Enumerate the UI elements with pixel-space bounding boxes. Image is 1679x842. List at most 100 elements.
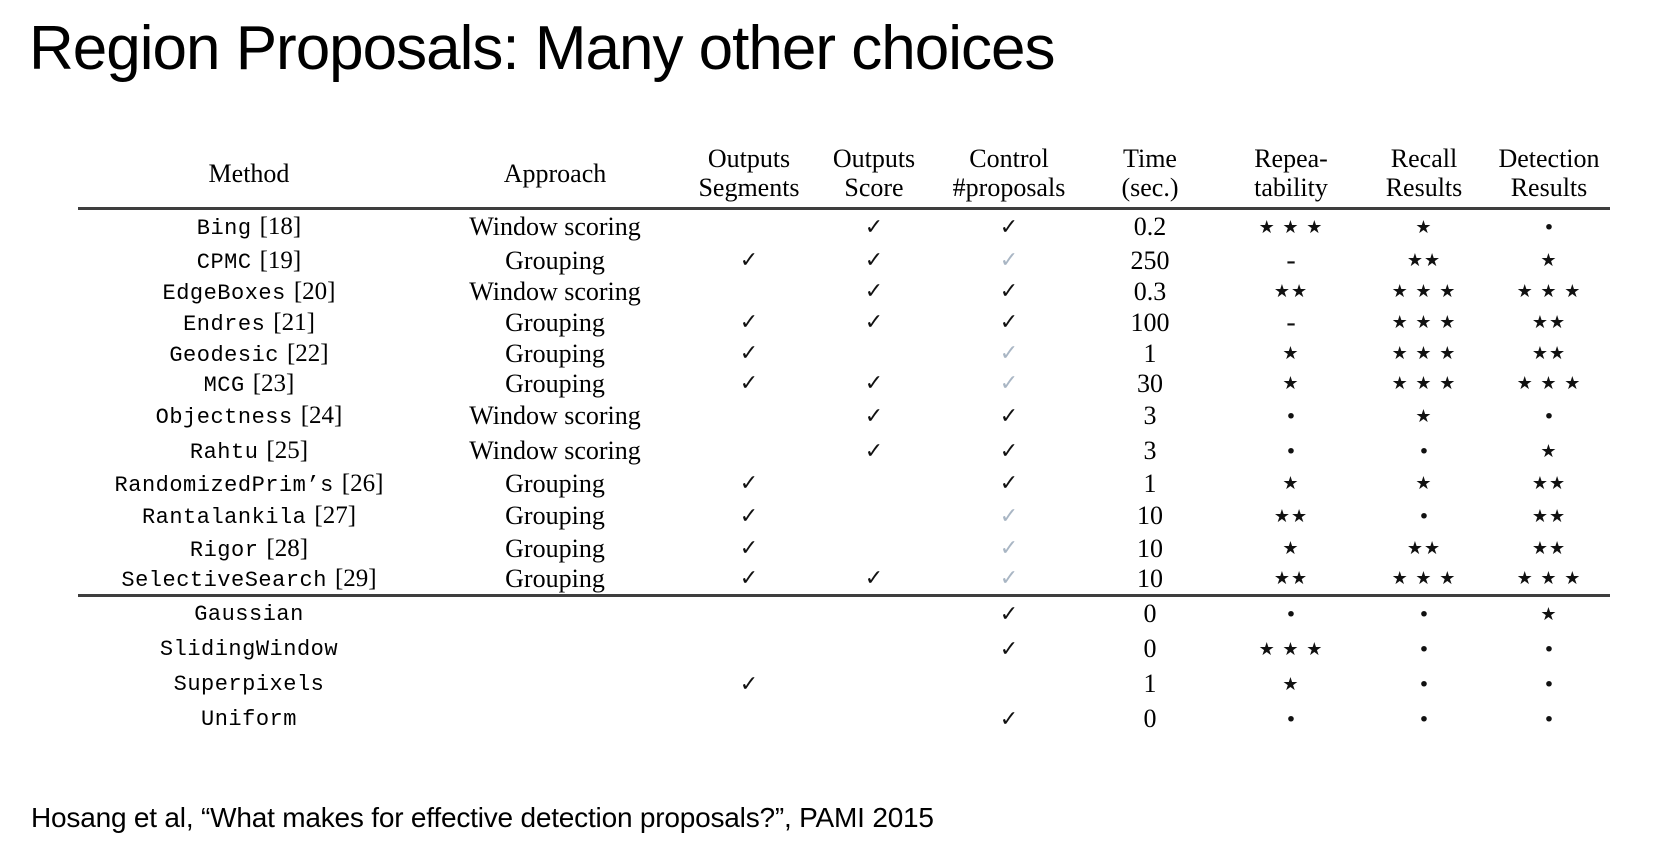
cell-approach: Window scoring [469,276,641,306]
cell-time: 3 [1143,436,1157,465]
cell-repeatability: ★★ [1273,568,1309,589]
cell-segments [690,595,808,632]
table-row: Rahtu [25] Window scoring ✓ ✓ 3 · · ★ [78,434,1610,469]
cell-control: ✓ [999,471,1019,496]
cell-repeatability: ★ ★ ★ [1258,638,1324,660]
column-header-label: Method [208,158,290,188]
cell-method: Endres [21] [78,307,420,339]
cell-recall: ★ ★ ★ [1391,373,1457,394]
method-ref: [26] [341,469,384,497]
method-name: Rahtu [189,440,259,465]
cell-approach: Window scoring [469,212,641,241]
cell-method: RandomizedPrim’s [26] [78,469,420,499]
column-header-label: Detection [1498,144,1600,174]
cell-score [808,595,940,632]
cell-time: 10 [1137,501,1163,530]
cell-approach: Grouping [505,533,605,563]
cell-score: ✓ [864,279,884,304]
table-row: Objectness [24] Window scoring ✓ ✓ 3 · ★ · [78,399,1610,434]
table-header: Method Approach Outputs Segments Outputs… [78,140,1610,208]
cell-time: 1 [1143,468,1157,498]
cell-score: ✓ [864,566,884,591]
cell-segments [690,277,808,307]
cell-approach: Grouping [505,468,605,498]
cell-detection: ★ [1540,603,1558,625]
table-row: Rantalankila [27] Grouping ✓ ✓ 10 ★★ · ★★ [78,499,1610,534]
cell-detection: ★ [1540,440,1558,462]
table-row: Gaussian ✓ 0 · · ★ [78,595,1610,632]
cell-control: ✓ [999,601,1019,627]
cell-time: 0 [1143,704,1157,733]
table-row: Rigor [28] Grouping ✓ ✓ 10 ★ ★★ ★★ [78,534,1610,564]
table-row: CPMC [19] Grouping ✓ ✓ ✓ 250- ★★ ★ [78,245,1610,277]
cell-score [808,469,940,499]
column-header-label: (sec.) [1121,173,1179,203]
method-name: CPMC [196,249,252,275]
cell-approach: Grouping [505,563,605,593]
column-header-label: Results [1385,173,1463,203]
column-header-approach: Approach [420,140,690,208]
cell-segments [690,399,808,434]
cell-recall: · [1418,701,1430,737]
column-header-label: Score [844,173,904,203]
method-ref: [20] [293,277,336,305]
method-ref: [27] [314,502,357,529]
column-header-outputs-score: Outputs Score [808,140,940,208]
cell-detection: ★ ★ ★ [1516,281,1582,302]
method-name: SelectiveSearch [121,567,327,593]
table-row: Uniform ✓ 0 · · · [78,702,1610,737]
method-ref: [28] [266,534,309,562]
cell-time: 10 [1137,533,1163,563]
column-header-label: Outputs [832,144,916,174]
cell-segments: ✓ [739,248,759,273]
citation-text: Hosang et al, “What makes for effective … [31,802,934,833]
cell-approach: Grouping [505,245,605,275]
column-header-label: Time [1123,144,1177,174]
cell-detection: ★ ★ ★ [1516,568,1582,589]
method-name: Geodesic [169,342,279,368]
cell-recall: · [1418,498,1430,534]
method-name: Rantalankila [141,505,307,530]
method-name: Uniform [201,706,297,732]
cell-score [808,534,940,564]
cell-score: ✓ [864,371,884,396]
cell-approach [420,595,690,632]
column-header-label: tability [1254,173,1328,203]
cell-detection: ★ [1540,250,1558,271]
cell-segments: ✓ [739,310,759,335]
column-header-label: Control [969,144,1049,174]
cell-control: ✓ [999,706,1019,732]
cell-score: ✓ [864,248,884,273]
column-header-label: Outputs [707,144,791,174]
slide-title: Region Proposals: Many other choices [29,14,1055,83]
method-ref: [29] [334,564,377,592]
column-header-label: Segments [698,173,800,203]
table-section-baselines: Gaussian ✓ 0 · · ★ SlidingWindow ✓ 0 ★ ★ ★ · · Super… [78,595,1610,737]
cell-segments: ✓ [739,536,759,561]
column-header-label: Results [1510,173,1588,203]
table-header-row: Method Approach Outputs Segments Outputs… [78,140,1610,208]
cell-segments [690,702,808,737]
column-header-detection: Detection Results [1488,140,1610,208]
cell-method: SlidingWindow [78,632,420,667]
cell-time: 10 [1137,563,1163,593]
method-name: MCG [203,372,245,398]
cell-recall: ★ ★ ★ [1391,281,1457,302]
cell-control: ✓ [999,536,1019,561]
cell-approach: Grouping [505,501,605,530]
cell-time: 30 [1137,368,1163,398]
cell-recall: ★ [1415,216,1433,238]
cell-control: ✓ [999,403,1019,429]
table-row: RandomizedPrim’s [26] Grouping ✓ ✓ 1 ★ ★ ★★ [78,469,1610,499]
cell-recall: ★ ★ ★ [1391,343,1457,364]
table-row: Superpixels ✓ 1 ★ · · [78,667,1610,702]
cell-score [808,667,940,702]
cell-approach: Window scoring [469,436,641,465]
cell-score [808,632,940,667]
column-header-recall: Recall Results [1360,140,1488,208]
cell-time: 250 [1130,245,1170,275]
cell-repeatability: · [1285,433,1297,469]
column-header-label: Repea- [1254,144,1328,174]
table-row: SelectiveSearch [29] Grouping ✓ ✓ ✓ 10 ★★ ★ ★ ★ ★… [78,564,1610,596]
